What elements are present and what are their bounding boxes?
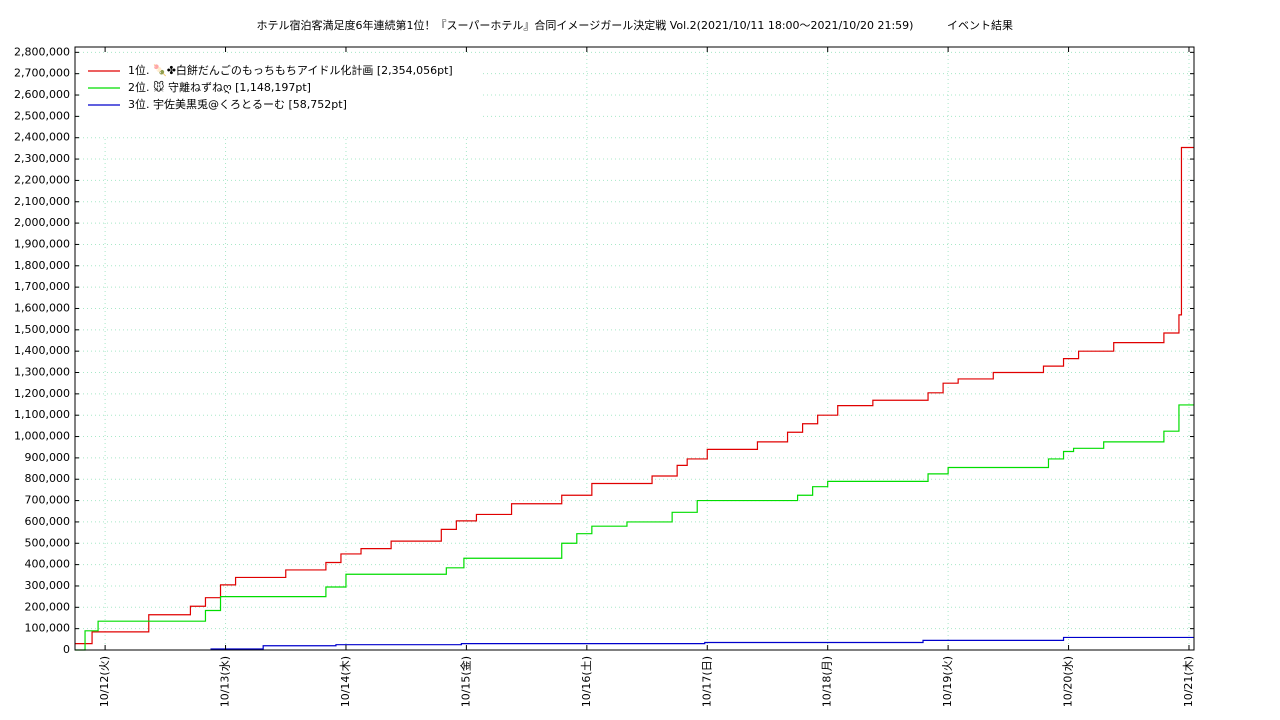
y-tick-label: 2,700,000	[14, 67, 70, 80]
y-tick-label: 1,600,000	[14, 301, 70, 314]
legend-box	[80, 53, 482, 137]
grid	[75, 47, 1194, 651]
plot-frame	[74, 46, 1195, 651]
y-tick-label: 800,000	[25, 472, 71, 485]
legend-label: 2位. 🐭 守離ねずねღ [1,148,197pt]	[128, 80, 311, 94]
y-tick-label: 100,000	[25, 622, 71, 635]
y-tick-label: 2,400,000	[14, 131, 70, 144]
y-tick-label: 2,800,000	[14, 45, 70, 58]
x-tick-label: 10/21(木)	[1182, 656, 1195, 707]
legend-label: 1位. 🍡✤白餅だんごのもっちもちアイドル化計画 [2,354,056pt]	[128, 63, 453, 77]
y-tick-label: 700,000	[25, 494, 71, 507]
y-tick-label: 1,800,000	[14, 259, 70, 272]
y-tick-label: 1,500,000	[14, 323, 70, 336]
x-tick-label: 10/13(水)	[219, 656, 232, 707]
y-tick-label: 200,000	[25, 600, 71, 613]
x-tick-label: 10/16(土)	[580, 656, 593, 707]
y-tick-label: 2,000,000	[14, 216, 70, 229]
y-tick-label: 2,100,000	[14, 195, 70, 208]
x-tick-label: 10/20(水)	[1062, 656, 1075, 707]
y-tick-label: 300,000	[25, 579, 71, 592]
y-tick-label: 500,000	[25, 536, 71, 549]
y-tick-label: 900,000	[25, 451, 71, 464]
y-tick-label: 1,100,000	[14, 408, 70, 421]
x-tick-label: 10/12(火)	[98, 656, 111, 707]
chart-title: ホテル宿泊客満足度6年連続第1位！『スーパーホテル』合同イメージガール決定戦 V…	[257, 18, 914, 32]
x-tick-label: 10/17(日)	[700, 656, 713, 707]
y-tick-label: 600,000	[25, 515, 71, 528]
y-tick-label: 2,300,000	[14, 152, 70, 165]
chart-subtitle: イベント結果	[947, 18, 1013, 32]
y-tick-label: 400,000	[25, 558, 71, 571]
y-tick-label: 1,400,000	[14, 344, 70, 357]
series-line	[210, 636, 1194, 650]
y-tick-label: 2,500,000	[14, 109, 70, 122]
y-tick-label: 1,000,000	[14, 430, 70, 443]
x-tick-label: 10/19(火)	[941, 656, 954, 707]
series-line	[75, 404, 1194, 651]
y-tick-label: 0	[63, 643, 70, 656]
y-tick-label: 1,900,000	[14, 237, 70, 250]
plot	[75, 146, 1194, 651]
y-tick-label: 1,700,000	[14, 280, 70, 293]
y-tick-label: 2,600,000	[14, 88, 70, 101]
y-tick-label: 1,300,000	[14, 366, 70, 379]
series-line	[75, 146, 1194, 645]
y-tick-label: 1,200,000	[14, 387, 70, 400]
y-tick-label: 2,200,000	[14, 173, 70, 186]
x-tick-label: 10/18(月)	[821, 656, 834, 707]
legend-label: 3位. 宇佐美黒兎@くろとるーむ [58,752pt]	[128, 97, 347, 111]
x-tick-label: 10/14(木)	[339, 656, 352, 707]
x-tick-label: 10/15(金)	[458, 656, 472, 707]
